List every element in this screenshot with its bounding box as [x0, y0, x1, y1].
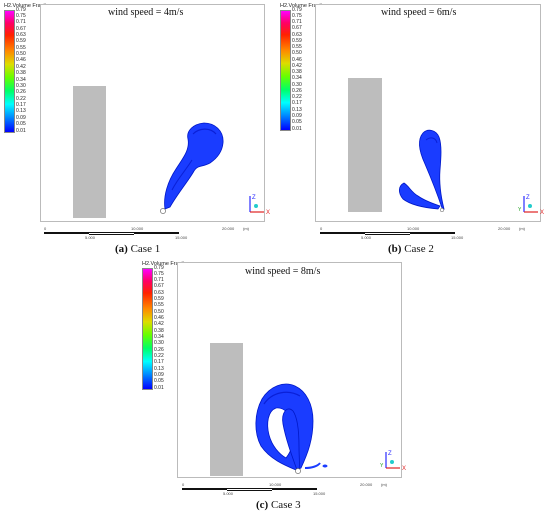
- legend-title: H2.Volume Fraction: [280, 3, 329, 9]
- legend-tick-label: 0.46: [292, 56, 302, 63]
- legend-tick-label: 0.42: [154, 321, 164, 328]
- legend-tick-label: 0.38: [16, 70, 26, 77]
- legend-tick-label: 0.09: [154, 371, 164, 378]
- axis-z-label: Z: [388, 451, 392, 457]
- legend-tick-label: 0.38: [292, 69, 302, 76]
- legend-tick-label: 0.13: [154, 365, 164, 372]
- axis-triad: Z Y X: [380, 451, 406, 472]
- plot-title: wind speed = 6m/s: [381, 7, 457, 18]
- legend-tick-label: 0.01: [16, 127, 26, 134]
- legend-tick-label: 0.71: [292, 19, 302, 26]
- legend-tick-label: 0.79: [292, 6, 302, 13]
- axis-y-label: Y: [518, 207, 522, 213]
- legend-tick-label: 0.75: [292, 12, 302, 19]
- legend-tick-label: 0.55: [16, 44, 26, 51]
- legend-title: H2.Volume Fraction: [142, 261, 191, 267]
- legend-tick-label: 0.34: [292, 75, 302, 82]
- legend-tick-label: 0.22: [292, 94, 302, 101]
- legend-tick-label: 0.55: [154, 302, 164, 309]
- legend-tick-label: 0.50: [16, 51, 26, 58]
- legend-tick-label: 0.50: [292, 50, 302, 57]
- legend-tick-label: 0.05: [292, 119, 302, 126]
- legend-tick-label: 0.05: [154, 378, 164, 385]
- legend-tick-label: 0.42: [16, 63, 26, 70]
- legend-tick-label: 0.09: [292, 112, 302, 119]
- legend-tick-label: 0.67: [292, 25, 302, 32]
- legend-tick-label: 0.46: [154, 315, 164, 322]
- axis-x-label: X: [266, 210, 270, 216]
- legend-tick-label: 0.30: [292, 81, 302, 88]
- colorbar: [280, 10, 291, 131]
- legend-tick-label: 0.22: [154, 352, 164, 359]
- legend-tick-label: 0.38: [154, 327, 164, 334]
- legend-tick-label: 0.42: [292, 62, 302, 69]
- legend-tick-label: 0.09: [16, 114, 26, 121]
- legend-tick-label: 0.63: [154, 289, 164, 296]
- scale-bar: 0 10.000 20.000 (m) 5.000 15.000: [182, 482, 387, 496]
- legend-tick-label: 0.63: [16, 31, 26, 38]
- legend-tick-label: 0.30: [16, 82, 26, 89]
- legend-tick-label: 0.75: [16, 12, 26, 19]
- axis-x-label: X: [402, 466, 406, 472]
- legend-tick-label: 0.26: [16, 89, 26, 96]
- legend-tick-label: 0.22: [16, 95, 26, 102]
- legend-tick-label: 0.59: [154, 296, 164, 303]
- legend-tick-label: 0.75: [154, 270, 164, 277]
- legend-tick-label: 0.63: [292, 31, 302, 38]
- plot-title: wind speed = 8m/s: [245, 266, 321, 277]
- plot-title: wind speed = 4m/s: [108, 7, 184, 18]
- legend-tick-label: 0.46: [16, 57, 26, 64]
- legend-tick-label: 0.79: [16, 6, 26, 13]
- legend-tick-label: 0.34: [154, 333, 164, 340]
- legend-tick-label: 0.26: [292, 87, 302, 94]
- axis-z-label: Z: [252, 195, 256, 201]
- legend-tick-label: 0.71: [16, 19, 26, 26]
- legend-tick-label: 0.13: [16, 108, 26, 115]
- legend-tick-label: 0.79: [154, 264, 164, 271]
- legend-tick-label: 0.01: [292, 125, 302, 132]
- legend-tick-label: 0.26: [154, 346, 164, 353]
- building: [210, 343, 243, 476]
- legend-tick-label: 0.55: [292, 44, 302, 51]
- legend-tick-label: 0.59: [292, 37, 302, 44]
- legend-tick-label: 0.30: [154, 340, 164, 347]
- legend-tick-label: 0.17: [154, 359, 164, 366]
- building: [348, 78, 382, 212]
- legend-tick-label: 0.17: [16, 102, 26, 109]
- axis-triad: Z Y X: [518, 195, 544, 216]
- axis-triad: Z X: [249, 195, 270, 216]
- caption-case-1: (a) Case 1: [115, 243, 161, 255]
- axis-y-label: Y: [380, 463, 384, 469]
- axis-x-label: X: [540, 210, 544, 216]
- legend-tick-label: 0.05: [16, 121, 26, 128]
- legend-tick-label: 0.67: [16, 25, 26, 32]
- building: [73, 86, 106, 218]
- scale-bar: 0 10.000 20.000 (m) 5.000 15.000: [320, 226, 525, 240]
- legend-tick-label: 0.01: [154, 384, 164, 391]
- legend-tick-label: 0.67: [154, 283, 164, 290]
- colorbar: [4, 10, 15, 133]
- caption-case-2: (b) Case 2: [388, 243, 434, 255]
- legend-tick-label: 0.50: [154, 308, 164, 315]
- scale-bar: 0 10.000 20.000 (m) 5.000 15.000: [44, 226, 249, 240]
- legend-tick-label: 0.13: [292, 106, 302, 113]
- legend-tick-label: 0.34: [16, 76, 26, 83]
- axis-z-label: Z: [526, 195, 530, 201]
- legend-tick-label: 0.59: [16, 38, 26, 45]
- caption-case-3: (c) Case 3: [256, 499, 301, 511]
- legend-title: H2.Volume Fraction: [4, 3, 53, 9]
- colorbar: [142, 268, 153, 390]
- legend-tick-label: 0.71: [154, 277, 164, 284]
- legend-tick-label: 0.17: [292, 100, 302, 107]
